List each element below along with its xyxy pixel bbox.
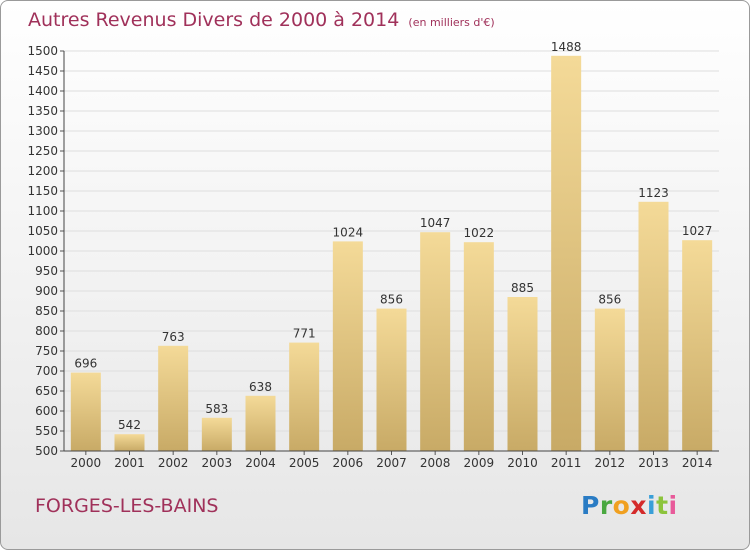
bar-value-label: 885 <box>511 281 534 295</box>
logo-letter: o <box>612 491 631 520</box>
y-tick-label: 1050 <box>27 224 58 238</box>
x-tick-label: 2005 <box>289 456 320 470</box>
bar-value-label: 1047 <box>420 216 451 230</box>
x-tick-label: 2013 <box>638 456 669 470</box>
logo-letter: t <box>656 491 669 520</box>
y-tick-label: 800 <box>35 324 58 338</box>
town-name: FORGES-LES-BAINS <box>35 495 219 517</box>
y-tick-label: 850 <box>35 304 58 318</box>
x-tick-label: 2009 <box>464 456 495 470</box>
y-tick-label: 1000 <box>27 244 58 258</box>
x-tick-label: 2014 <box>682 456 713 470</box>
x-tick-label: 2008 <box>420 456 451 470</box>
bar-value-label: 542 <box>118 418 141 432</box>
logo-letter: i <box>647 491 657 520</box>
bar-value-label: 763 <box>162 330 185 344</box>
bar-value-label: 638 <box>249 380 272 394</box>
y-tick-label: 500 <box>35 444 58 458</box>
bar <box>376 308 407 451</box>
logo-letter: r <box>599 491 613 520</box>
y-tick-label: 950 <box>35 264 58 278</box>
y-tick-label: 700 <box>35 364 58 378</box>
chart-title: Autres Revenus Divers de 2000 à 2014 (en… <box>28 9 495 31</box>
y-tick-label: 900 <box>35 284 58 298</box>
logo-letter: P <box>581 491 600 520</box>
bar <box>158 345 189 451</box>
bar <box>332 241 363 451</box>
y-tick-label: 1300 <box>27 124 58 138</box>
bar-value-label: 696 <box>74 357 97 371</box>
bar-value-label: 1024 <box>333 225 364 239</box>
x-tick-label: 2010 <box>507 456 538 470</box>
bar <box>114 434 145 451</box>
y-tick-label: 1200 <box>27 164 58 178</box>
x-axis-ticks: 2000 2001 2002 2003 2004 2005 2006 2007 2008 2009… <box>71 451 713 470</box>
y-tick-label: 1150 <box>27 184 58 198</box>
y-tick-label: 650 <box>35 384 58 398</box>
bars: 696 542 763 583 638 771 1024 856 1047 1022 885 1488… <box>70 40 713 452</box>
y-tick-label: 1250 <box>27 144 58 158</box>
x-tick-label: 2001 <box>114 456 145 470</box>
title-text: Autres Revenus Divers de 2000 à 2014 <box>28 9 400 31</box>
bar <box>289 342 320 451</box>
x-tick-label: 2012 <box>595 456 626 470</box>
y-axis-ticks: 500 550 600 650 700 750 800 850 900 950 1000 1050 11… <box>27 44 64 458</box>
bar <box>638 201 669 451</box>
unit-text: (en milliers d'€) <box>408 16 495 29</box>
x-tick-label: 2004 <box>245 456 276 470</box>
x-tick-label: 2007 <box>376 456 407 470</box>
y-tick-label: 1100 <box>27 204 58 218</box>
bar <box>551 55 582 452</box>
y-tick-label: 1400 <box>27 84 58 98</box>
bar <box>245 395 276 451</box>
bar <box>507 297 538 451</box>
x-tick-label: 2011 <box>551 456 582 470</box>
bar-value-label: 1027 <box>682 224 713 238</box>
x-tick-label: 2003 <box>202 456 233 470</box>
bar <box>594 308 625 451</box>
x-tick-label: 2002 <box>158 456 189 470</box>
bar-value-label: 1022 <box>464 226 495 240</box>
x-tick-label: 2000 <box>71 456 102 470</box>
y-tick-label: 750 <box>35 344 58 358</box>
bar-value-label: 583 <box>205 402 228 416</box>
x-tick-label: 2006 <box>333 456 364 470</box>
bar <box>420 232 451 451</box>
bar-value-label: 771 <box>293 327 316 341</box>
y-tick-label: 1450 <box>27 64 58 78</box>
y-tick-label: 600 <box>35 404 58 418</box>
logo-letter: x <box>630 491 647 520</box>
y-tick-label: 1350 <box>27 104 58 118</box>
bar <box>201 417 232 451</box>
proxiti-logo: Proxiti <box>581 491 678 520</box>
y-tick-label: 550 <box>35 424 58 438</box>
bar <box>682 240 713 451</box>
bar <box>70 372 101 451</box>
logo-letter: i <box>668 491 678 520</box>
bar-value-label: 1123 <box>638 186 669 200</box>
bar <box>463 242 494 451</box>
bar-value-label: 856 <box>598 293 621 307</box>
y-tick-label: 1500 <box>27 44 58 58</box>
bar-value-label: 856 <box>380 293 403 307</box>
bar-value-label: 1488 <box>551 40 582 54</box>
